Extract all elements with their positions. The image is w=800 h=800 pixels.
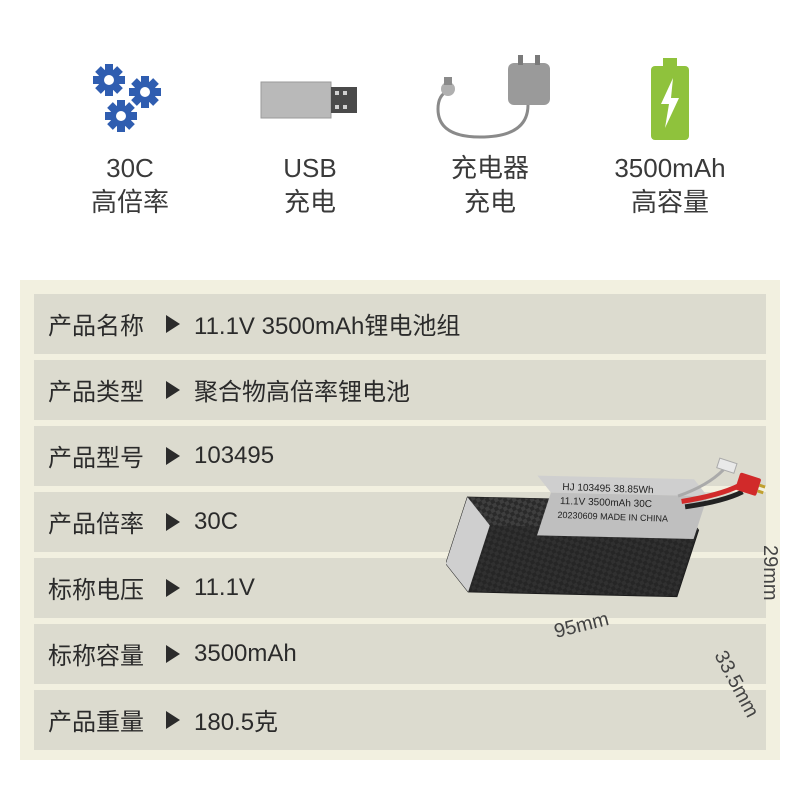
spec-value: 103495 [194, 442, 274, 470]
spec-row-name: 产品名称 11.1V 3500mAh锂电池组 [34, 294, 766, 354]
spec-label: 标称电压 [48, 570, 160, 605]
arrow-icon [166, 315, 180, 333]
spec-value: 11.1V 3500mAh锂电池组 [194, 306, 460, 341]
spec-value: 11.1V [194, 574, 255, 602]
spec-row-voltage: 标称电压 11.1V [34, 558, 766, 618]
charger-icon [420, 60, 560, 140]
spec-value: 聚合物高倍率锂电池 [194, 372, 410, 407]
feature-title: 充电器 [451, 152, 529, 186]
usb-icon [255, 60, 365, 140]
arrow-icon [166, 381, 180, 399]
feature-title: 30C [106, 152, 154, 186]
feature-row: 30C 高倍率 USB 充电 [0, 0, 800, 270]
gears-icon [85, 60, 175, 140]
spec-label: 产品倍率 [48, 504, 160, 539]
arrow-icon [166, 645, 180, 663]
feature-usb: USB 充电 [230, 60, 390, 220]
feature-subtitle: 充电 [284, 186, 336, 220]
arrow-icon [166, 447, 180, 465]
spec-row-capacity: 标称容量 3500mAh [34, 624, 766, 684]
feature-subtitle: 高倍率 [91, 186, 169, 220]
battery-icon [645, 60, 695, 140]
feature-charger: 充电器 充电 [410, 60, 570, 220]
feature-subtitle: 高容量 [631, 186, 709, 220]
feature-subtitle: 充电 [464, 186, 516, 220]
feature-title: USB [283, 152, 336, 186]
spec-label: 产品型号 [48, 438, 160, 473]
spec-label: 产品名称 [48, 306, 160, 341]
spec-value: 180.5克 [194, 702, 278, 737]
spec-panel: 产品名称 11.1V 3500mAh锂电池组 产品类型 聚合物高倍率锂电池 产品… [20, 280, 780, 760]
feature-capacity: 3500mAh 高容量 [590, 60, 750, 220]
spec-label: 产品类型 [48, 372, 160, 407]
spec-label: 产品重量 [48, 702, 160, 737]
arrow-icon [166, 579, 180, 597]
spec-label: 标称容量 [48, 636, 160, 671]
spec-row-rate: 产品倍率 30C [34, 492, 766, 552]
spec-value: 3500mAh [194, 640, 297, 668]
spec-row-weight: 产品重量 180.5克 [34, 690, 766, 750]
spec-value: 30C [194, 508, 238, 536]
spec-row-type: 产品类型 聚合物高倍率锂电池 [34, 360, 766, 420]
feature-30c: 30C 高倍率 [50, 60, 210, 220]
arrow-icon [166, 513, 180, 531]
feature-title: 3500mAh [614, 152, 725, 186]
spec-row-model: 产品型号 103495 [34, 426, 766, 486]
arrow-icon [166, 711, 180, 729]
